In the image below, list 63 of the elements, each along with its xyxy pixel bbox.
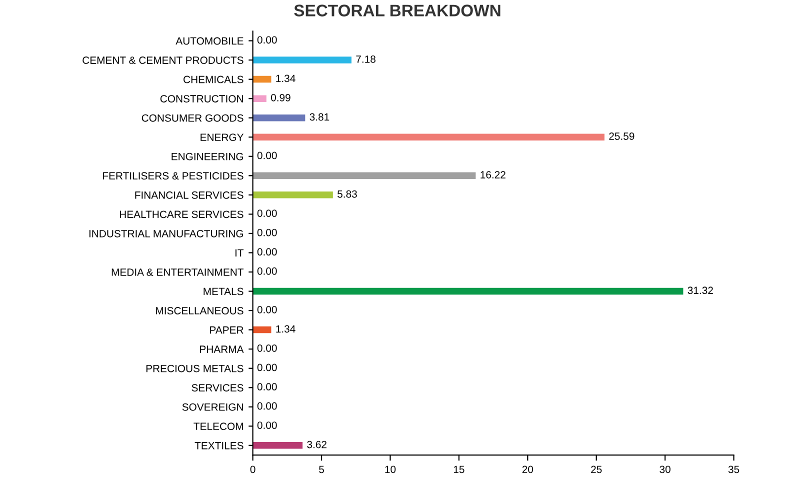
data-label: 7.18 bbox=[356, 55, 376, 63]
data-label: 3.81 bbox=[310, 113, 330, 121]
x-tick-label: 30 bbox=[660, 466, 670, 474]
data-label: 3.62 bbox=[307, 440, 326, 448]
data-label: 0.00 bbox=[257, 152, 277, 160]
y-tick-label: FINANCIAL SERVICES bbox=[135, 191, 244, 199]
x-tick-label: 10 bbox=[385, 466, 396, 474]
bar bbox=[252, 326, 272, 334]
y-tick-label: CONSTRUCTION bbox=[160, 95, 243, 102]
data-label: 0.00 bbox=[257, 36, 277, 44]
data-label: 0.00 bbox=[257, 422, 277, 429]
x-tick-label: 5 bbox=[319, 466, 324, 474]
data-label: 0.00 bbox=[257, 364, 277, 372]
data-label: 0.99 bbox=[270, 94, 290, 102]
bar bbox=[252, 76, 272, 83]
data-label: 0.00 bbox=[257, 210, 277, 217]
data-label: 25.59 bbox=[609, 132, 634, 140]
y-tick-label: ENGINEERING bbox=[172, 152, 244, 160]
data-label: 0.00 bbox=[257, 306, 277, 314]
data-label: 5.83 bbox=[338, 190, 357, 198]
data-label: 0.00 bbox=[257, 248, 277, 256]
y-tick-label: METALS bbox=[204, 288, 244, 296]
y-tick-label: HEALTHCARE SERVICES bbox=[120, 210, 244, 218]
y-tick-label: PAPER bbox=[210, 326, 244, 334]
data-label: 0.00 bbox=[257, 344, 277, 352]
data-label: 0.00 bbox=[257, 402, 277, 410]
y-tick-label: SOVEREIGN bbox=[182, 403, 243, 411]
bar bbox=[252, 56, 352, 64]
y-tick-label: PRECIOUS METALS bbox=[146, 364, 244, 372]
bar bbox=[252, 442, 303, 449]
bar bbox=[252, 172, 476, 180]
bar bbox=[252, 114, 306, 122]
x-tick-label: 35 bbox=[728, 466, 740, 474]
data-label: 31.32 bbox=[688, 286, 713, 294]
x-tick-label: 15 bbox=[454, 466, 464, 474]
y-tick-label: IT bbox=[235, 249, 244, 256]
data-label: 0.00 bbox=[257, 228, 277, 236]
y-tick-label: SERVICES bbox=[192, 384, 244, 392]
data-label: 0.00 bbox=[257, 383, 277, 390]
data-label: 16.22 bbox=[480, 171, 506, 178]
y-tick-label: MISCELLANEOUS bbox=[156, 307, 244, 314]
y-tick-label: CONSUMER GOODS bbox=[142, 114, 244, 122]
data-label: 0.00 bbox=[257, 267, 277, 275]
y-tick-label: FERTILISERS & PESTICIDES bbox=[103, 172, 244, 180]
y-tick-label: TEXTILES bbox=[194, 442, 244, 450]
y-tick-label: CEMENT & CEMENT PRODUCTS bbox=[82, 56, 244, 64]
bar bbox=[252, 288, 684, 295]
y-tick-label: INDUSTRIAL MANUFACTURING bbox=[89, 230, 244, 238]
x-tick-label: 0 bbox=[250, 466, 256, 474]
x-tick-label: 25 bbox=[591, 466, 602, 474]
data-label: 1.34 bbox=[276, 74, 296, 82]
bar bbox=[252, 95, 266, 102]
x-tick-label: 20 bbox=[522, 466, 534, 474]
y-tick-label: CHEMICALS bbox=[184, 76, 244, 84]
data-label: 1.34 bbox=[276, 325, 296, 333]
y-tick-label: TELECOM bbox=[194, 422, 243, 430]
y-tick-label: ENERGY bbox=[200, 134, 244, 141]
y-tick-label: MEDIA & ENTERTAINMENT bbox=[112, 268, 244, 276]
bar bbox=[252, 134, 604, 140]
chart-title: SECTORAL BREAKDOWN bbox=[294, 4, 500, 16]
bar bbox=[252, 192, 333, 198]
y-tick-label: AUTOMOBILE bbox=[176, 37, 244, 45]
y-tick-label: PHARMA bbox=[200, 346, 244, 353]
